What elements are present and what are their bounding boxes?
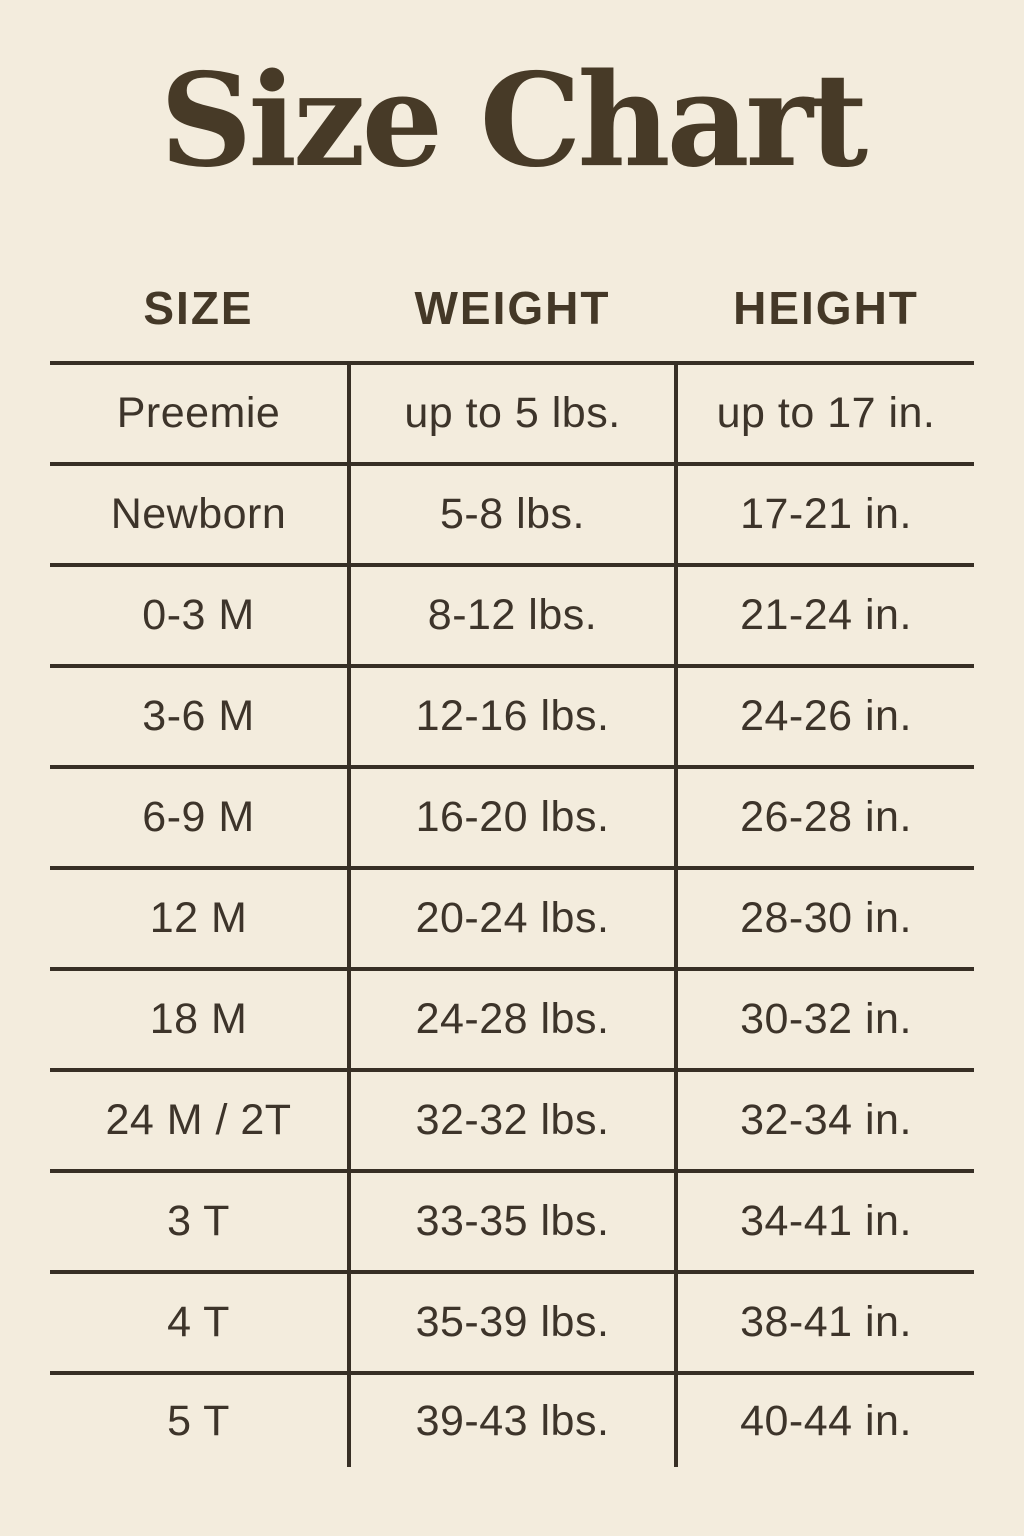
size-cell: 3-6 M [142, 692, 255, 741]
weight-cell: up to 5 lbs. [347, 365, 678, 463]
weight-cell: 8-12 lbs. [347, 567, 678, 665]
height-cell: 26-28 in. [740, 793, 912, 842]
table-row: 3 T 33-35 lbs. 34-41 in. [50, 1173, 974, 1275]
weight-cell: 16-20 lbs. [347, 769, 678, 867]
table-row: 3-6 M 12-16 lbs. 24-26 in. [50, 668, 974, 770]
table-row: 12 M 20-24 lbs. 28-30 in. [50, 870, 974, 972]
table-row: Newborn 5-8 lbs. 17-21 in. [50, 466, 974, 568]
table-row: 18 M 24-28 lbs. 30-32 in. [50, 971, 974, 1073]
column-header-weight: WEIGHT [414, 282, 611, 335]
weight-cell: 20-24 lbs. [347, 870, 678, 968]
size-cell: 5 T [167, 1396, 230, 1445]
page-title: Size Chart [159, 46, 868, 196]
height-cell: 32-34 in. [740, 1096, 912, 1145]
size-cell: Preemie [116, 389, 281, 438]
table-header-row: SIZE WEIGHT HEIGHT [50, 193, 974, 366]
height-cell: 30-32 in. [740, 995, 912, 1044]
table-row: 24 M / 2T 32-32 lbs. 32-34 in. [50, 1072, 974, 1174]
table-row: 5 T 39-43 lbs. 40-44 in. [50, 1375, 974, 1468]
size-cell: 4 T [167, 1298, 230, 1347]
column-header-size: SIZE [143, 282, 254, 335]
weight-cell: 35-39 lbs. [347, 1274, 678, 1372]
height-cell: 38-41 in. [740, 1298, 912, 1347]
weight-cell: 5-8 lbs. [347, 466, 678, 564]
size-cell: 18 M [149, 995, 248, 1044]
table-row: 0-3 M 8-12 lbs. 21-24 in. [50, 567, 974, 669]
size-cell: 24 M / 2T [105, 1096, 292, 1145]
size-cell: Newborn [110, 490, 287, 539]
weight-cell: 39-43 lbs. [347, 1375, 678, 1468]
table-row: 6-9 M 16-20 lbs. 26-28 in. [50, 769, 974, 871]
height-cell: 21-24 in. [740, 591, 912, 640]
table-row: 4 T 35-39 lbs. 38-41 in. [50, 1274, 974, 1376]
height-cell: 24-26 in. [740, 692, 912, 741]
height-cell: up to 17 in. [716, 389, 936, 438]
size-table: SIZE WEIGHT HEIGHT Preemie up to 5 lbs. … [50, 193, 974, 1468]
weight-cell: 24-28 lbs. [347, 971, 678, 1069]
weight-cell: 12-16 lbs. [347, 668, 678, 766]
weight-cell: 32-32 lbs. [347, 1072, 678, 1170]
column-header-height: HEIGHT [733, 282, 919, 335]
size-cell: 0-3 M [142, 591, 255, 640]
size-cell: 3 T [167, 1197, 230, 1246]
table-row: Preemie up to 5 lbs. up to 17 in. [50, 365, 974, 467]
height-cell: 28-30 in. [740, 894, 912, 943]
size-cell: 12 M [149, 894, 248, 943]
height-cell: 40-44 in. [740, 1396, 912, 1445]
weight-cell: 33-35 lbs. [347, 1173, 678, 1271]
size-cell: 6-9 M [142, 793, 255, 842]
height-cell: 34-41 in. [740, 1197, 912, 1246]
height-cell: 17-21 in. [740, 490, 912, 539]
